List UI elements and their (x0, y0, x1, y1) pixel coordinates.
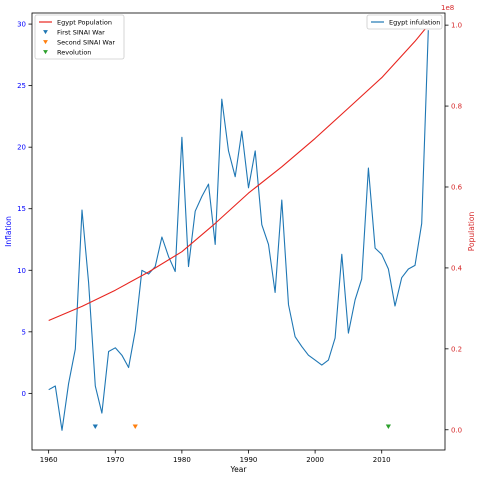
y-left-tick-label: 15 (17, 205, 26, 213)
y-right-tick-label: 0.0 (451, 426, 462, 434)
x-tick-label: 1960 (40, 456, 58, 464)
x-tick-label: 1990 (240, 456, 258, 464)
second_war-marker (132, 424, 138, 429)
first_war-marker (92, 424, 98, 429)
x-tick-label: 2000 (306, 456, 324, 464)
y-axis-right-multiplier: 1e8 (441, 4, 454, 12)
y-right-tick-label: 0.6 (451, 183, 463, 191)
y-right-tick-label: 0.2 (451, 345, 462, 353)
legend-swatch (43, 50, 48, 55)
y-axis-left: 0 5 10 15 20 25 30 (17, 21, 32, 398)
legend-left: Egypt Population First SINAI War Second SI… (34, 14, 125, 60)
y-left-tick-label: 20 (17, 144, 26, 152)
legend-swatch (43, 40, 48, 45)
plot-frame (31, 12, 446, 451)
plot-lines (48, 24, 429, 431)
legend-label: Second SINAI War (57, 39, 115, 47)
revolution-marker (385, 424, 391, 429)
legend-label: Egypt Population (57, 19, 112, 27)
population-line (48, 24, 429, 322)
y-axis-right: 0.0 0.2 0.4 0.6 0.8 1.0 (445, 22, 463, 434)
legend-label: Revolution (57, 49, 91, 57)
x-axis: 1960 1970 1980 1990 2000 2010 (40, 450, 391, 464)
y-right-tick-label: 1.0 (451, 22, 462, 30)
legend-swatch (43, 30, 48, 35)
y-left-tick-label: 5 (22, 328, 26, 336)
y-left-tick-label: 0 (22, 390, 26, 398)
legend-right-box (366, 14, 443, 30)
y-right-tick-label: 0.4 (451, 264, 463, 272)
inflation-line (48, 30, 429, 431)
y-right-tick-label: 0.8 (451, 103, 462, 111)
legend-label: First SINAI War (57, 29, 105, 37)
event-markers (92, 424, 391, 429)
y-left-tick-label: 30 (17, 21, 26, 29)
legend-label: Egypt infulation (389, 19, 440, 27)
x-tick-label: 1970 (106, 456, 124, 464)
legend-right: Egypt infulation (366, 14, 443, 30)
y-left-tick-label: 10 (17, 267, 26, 275)
x-tick-label: 2010 (373, 456, 391, 464)
x-axis-label: Year (230, 465, 248, 474)
y-axis-left-label: Inflation (4, 216, 13, 247)
legend-left-box (34, 14, 125, 60)
x-tick-label: 1980 (173, 456, 191, 464)
y-axis-right-label: Population (467, 212, 476, 252)
y-left-tick-label: 25 (17, 82, 26, 90)
